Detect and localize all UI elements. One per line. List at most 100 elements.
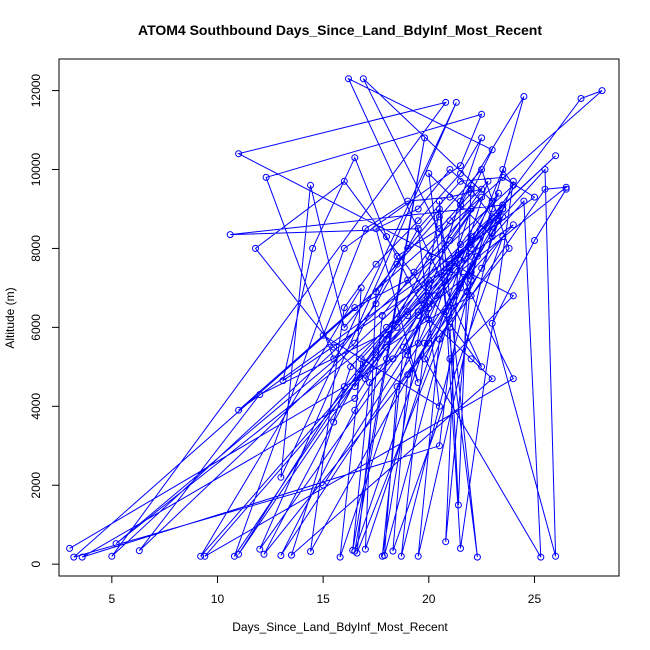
data-point-98 — [383, 331, 390, 339]
data-point-120 — [414, 312, 422, 319]
data-point-204 — [531, 237, 538, 244]
data-point-103 — [452, 98, 460, 106]
data-point-40 — [467, 189, 475, 197]
data-point-16 — [70, 553, 78, 561]
data-point-71 — [499, 201, 507, 209]
data-point-105 — [307, 181, 314, 189]
data-point-106 — [340, 323, 348, 331]
data-point-99 — [425, 280, 433, 288]
data-point-37 — [351, 339, 359, 347]
data-point-67 — [201, 552, 209, 560]
data-point-34 — [541, 185, 549, 193]
data-point-185 — [457, 201, 464, 209]
data-point-131 — [347, 363, 355, 371]
data-point-188 — [446, 323, 454, 331]
data-point-182 — [435, 335, 443, 343]
data-point-93 — [404, 276, 412, 284]
data-point-135 — [499, 205, 507, 213]
data-point-176 — [473, 252, 481, 260]
data-point-82 — [457, 162, 464, 170]
data-point-42 — [345, 75, 352, 83]
data-point-45 — [252, 244, 259, 252]
data-point-203 — [488, 319, 496, 327]
data-point-183 — [467, 276, 475, 284]
data-point-123 — [279, 377, 287, 385]
data-point-177 — [397, 552, 405, 560]
x-tick-label-1: 10 — [211, 592, 225, 606]
data-point-43 — [478, 363, 486, 371]
data-point-56 — [446, 264, 454, 272]
data-point-180 — [488, 229, 496, 237]
data-point-133 — [425, 276, 433, 284]
y-tick-label-4: 8000 — [29, 235, 43, 262]
data-point-201 — [541, 166, 549, 173]
data-point-33 — [467, 292, 475, 300]
data-point-159 — [484, 177, 492, 185]
data-point-89 — [499, 173, 507, 181]
data-point-196 — [520, 197, 528, 205]
data-point-191 — [457, 544, 464, 552]
data-point-197 — [537, 553, 545, 561]
data-point-49 — [404, 312, 412, 319]
data-point-77 — [404, 197, 412, 205]
data-point-158 — [446, 217, 454, 225]
data-point-19 — [425, 304, 433, 312]
data-point-36 — [112, 540, 120, 548]
data-point-163 — [435, 205, 443, 213]
data-point-27 — [446, 355, 454, 363]
x-tick-label-4: 25 — [528, 592, 542, 606]
data-point-175 — [442, 308, 450, 316]
data-point-141 — [478, 134, 486, 142]
data-point-192 — [435, 197, 443, 205]
data-point-18 — [404, 347, 412, 355]
data-point-199 — [457, 284, 464, 292]
data-point-157 — [410, 268, 418, 276]
data-point-150 — [366, 379, 374, 387]
data-point-118 — [351, 406, 359, 414]
plot-frame — [58, 58, 620, 577]
data-point-24 — [442, 98, 450, 106]
data-point-97 — [340, 383, 348, 391]
data-point-26 — [509, 292, 517, 300]
data-point-142 — [336, 553, 344, 561]
data-point-117 — [277, 552, 285, 559]
data-point-121 — [467, 268, 475, 276]
data-point-167 — [467, 233, 475, 241]
data-point-74 — [435, 402, 443, 410]
data-point-68 — [383, 343, 390, 351]
data-point-4 — [488, 205, 496, 213]
data-point-94 — [446, 237, 454, 244]
data-point-96 — [235, 550, 243, 558]
x-tick-label-3: 20 — [422, 592, 436, 606]
data-point-52 — [552, 152, 560, 160]
data-point-128 — [467, 355, 475, 363]
data-point-86 — [372, 300, 380, 308]
data-point-166 — [431, 292, 439, 300]
data-point-8 — [414, 379, 422, 387]
data-point-100 — [467, 237, 475, 244]
data-point-9 — [372, 225, 380, 233]
data-point-148 — [421, 134, 429, 142]
data-point-83 — [478, 110, 486, 118]
data-point-61 — [372, 351, 380, 359]
data-point-85 — [330, 355, 338, 363]
data-point-153 — [457, 241, 464, 248]
data-point-156 — [378, 312, 386, 319]
x-tick-label-2: 15 — [316, 592, 330, 606]
data-point-78 — [446, 193, 454, 201]
data-point-170 — [425, 339, 433, 347]
data-point-168 — [380, 552, 388, 559]
data-point-186 — [467, 181, 475, 189]
data-point-139 — [414, 217, 422, 225]
data-point-132 — [383, 323, 390, 331]
data-point-114 — [404, 308, 412, 316]
data-point-84 — [262, 173, 270, 181]
data-point-59 — [357, 284, 365, 292]
data-point-38 — [393, 252, 401, 260]
data-point-12 — [467, 185, 475, 193]
data-point-25 — [235, 150, 243, 158]
data-point-41 — [488, 146, 496, 154]
data-point-50 — [425, 284, 433, 292]
data-point-92 — [351, 304, 359, 312]
data-point-202 — [552, 552, 560, 560]
